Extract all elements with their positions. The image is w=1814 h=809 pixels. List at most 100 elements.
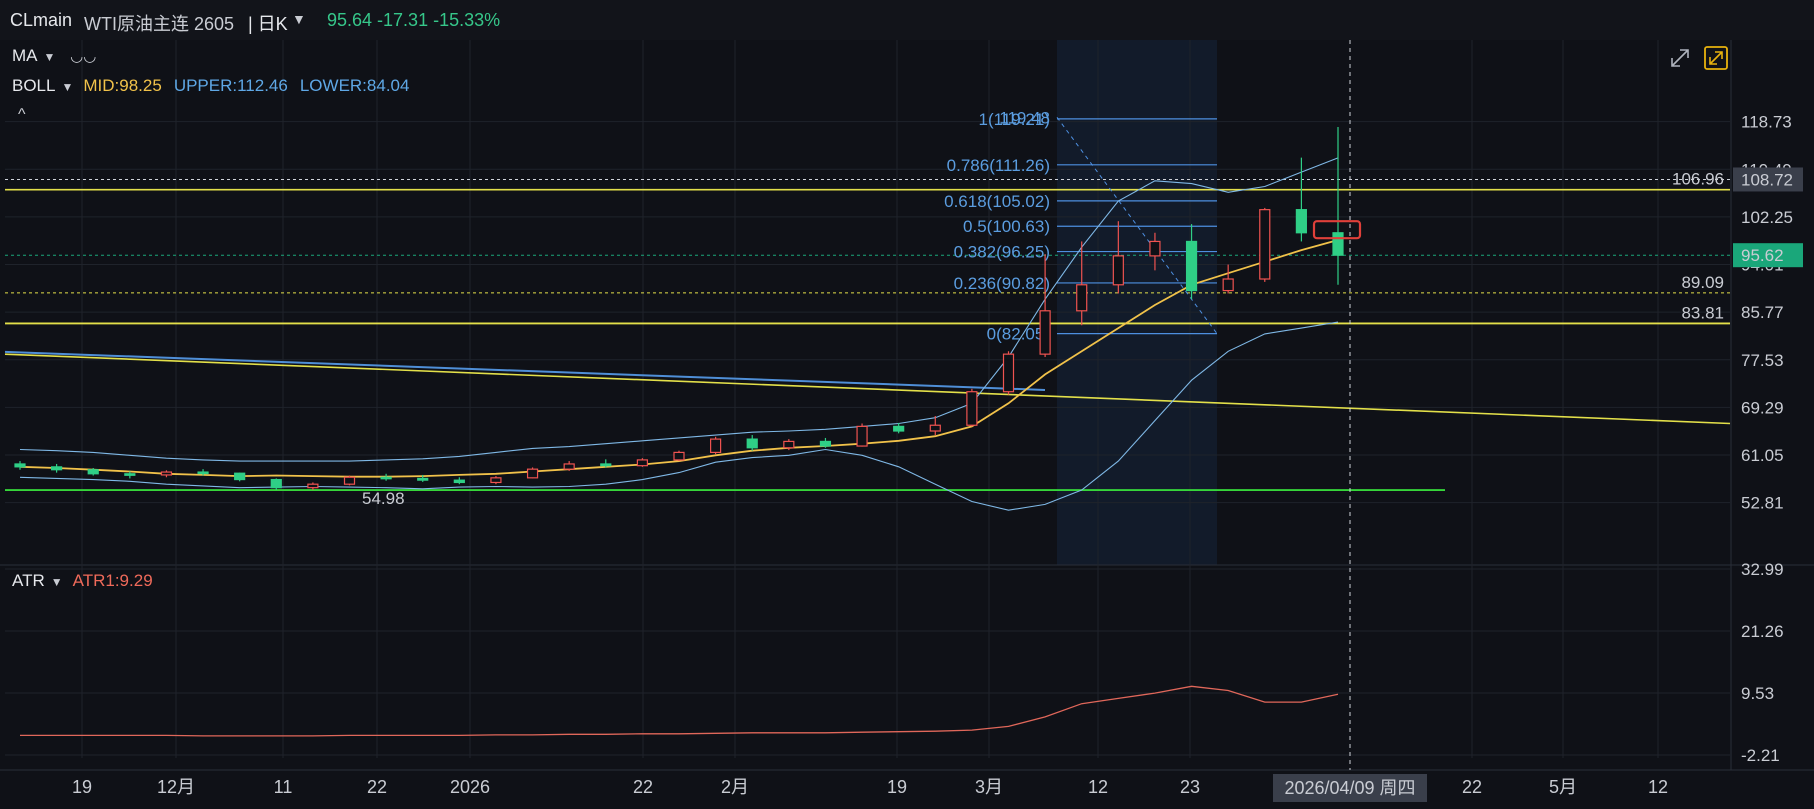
price-quote: 95.64 -17.31 -15.33% (327, 10, 501, 30)
last-price-label: 95.62 (1741, 246, 1784, 265)
candle-body (673, 451, 685, 461)
candle-body (1002, 353, 1015, 393)
instrument-name: WTI原油主连 2605 (84, 14, 235, 34)
eye-icon[interactable]: ◡◡ (70, 48, 97, 65)
collapse-up-icon[interactable]: ^ (18, 106, 26, 123)
ma-indicator[interactable]: MA ▼ ◡◡ (12, 46, 96, 66)
candle-body (710, 438, 722, 453)
boll-label: BOLL (12, 76, 56, 95)
boll-lower-value: LOWER:84.04 (299, 76, 410, 95)
candle-body (234, 472, 246, 481)
price-axis-tick: 52.81 (1741, 494, 1784, 513)
date-axis-tick: 22 (633, 777, 653, 797)
fib-level-label: 0.5(100.63) (963, 217, 1050, 236)
dropdown-caret-icon[interactable]: ▼ (61, 80, 74, 94)
fib-level-label: 1(119.21) (978, 110, 1050, 129)
expand-icon[interactable] (1668, 46, 1692, 70)
candle-body (1222, 278, 1234, 292)
level-price-label: 83.81 (1681, 303, 1724, 322)
candle-body (1149, 240, 1161, 257)
atr-line (20, 685, 1339, 737)
candle-body (197, 471, 209, 475)
candle-body (124, 473, 136, 476)
candle-body (1295, 209, 1307, 234)
atr-indicator[interactable]: ATR ▼ ATR1:9.29 (12, 571, 153, 591)
symbol-code[interactable]: CLmain (10, 10, 73, 30)
date-axis-tick: 22 (367, 777, 387, 797)
candle-body (783, 440, 795, 449)
date-axis-tick: 12月 (157, 777, 195, 797)
fib-level-label: 0.236(90.82) (954, 274, 1050, 293)
boll-lower-line (19, 321, 1339, 511)
boll-mid-value: MID:98.25 (83, 76, 162, 95)
dropdown-caret-icon[interactable]: ▼ (292, 11, 306, 27)
price-axis-tick: 85.77 (1741, 303, 1784, 322)
price-axis-tick: 61.05 (1741, 446, 1784, 465)
price-axis-tick: 69.29 (1741, 398, 1784, 417)
chart-background (0, 40, 1814, 809)
crosshair-date-tag (1273, 774, 1427, 802)
atr-value: ATR1:9.29 (72, 571, 153, 590)
candle-body (160, 471, 173, 476)
candle-body (1185, 240, 1198, 292)
atr-axis-tick: -2.21 (1741, 746, 1780, 765)
candle-body (490, 477, 502, 484)
candle-body (600, 463, 612, 467)
low-price-marker: 54.98 (362, 489, 405, 508)
candle-body (819, 440, 832, 447)
date-axis-tick: 2月 (721, 777, 749, 797)
candle-body (1259, 209, 1271, 280)
candle-body (746, 438, 758, 449)
candle-body (1112, 255, 1124, 286)
candle-body (526, 468, 539, 479)
trendline-yellow (4, 353, 1731, 425)
header-bar: CLmain WTI原油主连 2605 | 日K ▼ 95.64 -17.31 … (0, 0, 1814, 41)
candle-body (14, 463, 26, 468)
last-price-tag (1733, 243, 1803, 268)
price-axis-tick: 118.73 (1741, 113, 1792, 132)
ma-label: MA (12, 46, 38, 65)
candle-body (380, 476, 392, 480)
price-axis-tick: 77.53 (1741, 351, 1784, 370)
dropdown-caret-icon[interactable]: ▼ (50, 575, 63, 589)
highlight-box (1312, 220, 1362, 240)
atr-axis-tick: 9.53 (1741, 684, 1774, 703)
candle-body (307, 483, 319, 489)
boll-indicator[interactable]: BOLL ▼ MID:98.25 UPPER:112.46 LOWER:84.04 (12, 76, 409, 96)
crosshair-price-label: 108.72 (1741, 170, 1793, 189)
date-axis-tick: 12 (1088, 777, 1108, 797)
crosshair-date-label: 2026/04/09 周四 (1284, 778, 1415, 798)
candle-body (856, 425, 868, 447)
date-axis-tick: 5月 (1549, 777, 1577, 797)
candle-body (1076, 284, 1088, 312)
candle-body (87, 469, 99, 475)
trendline-blue (4, 350, 1046, 391)
candle-body (893, 425, 905, 432)
candle-body (51, 466, 63, 471)
boll-upper-value: UPPER:112.46 (173, 76, 288, 95)
fib-level-label: 0.382(96.25) (954, 243, 1050, 262)
date-axis-tick: 2026 (450, 777, 490, 797)
atr-label: ATR (12, 571, 45, 590)
level-price-label: 106.96 (1672, 170, 1724, 189)
candle-body (563, 463, 575, 470)
candle-body (636, 459, 648, 467)
candle-body (1332, 232, 1344, 256)
date-axis-tick: 11 (274, 777, 293, 797)
atr-axis-tick: 32.99 (1741, 560, 1784, 579)
date-axis-tick: 23 (1180, 777, 1200, 797)
price-axis-tick: 102.25 (1741, 208, 1793, 227)
dropdown-caret-icon[interactable]: ▼ (43, 50, 56, 64)
fib-level-label: 0.786(111.26) (947, 156, 1050, 175)
boll-upper-line (19, 157, 1339, 462)
date-axis-tick: 22 (1462, 777, 1482, 797)
fullscreen-icon[interactable] (1704, 46, 1728, 70)
timeframe-label[interactable]: | 日K (248, 14, 288, 34)
candle-body (1039, 310, 1051, 355)
candle-body (343, 476, 356, 485)
date-axis-tick: 19 (72, 777, 92, 797)
fib-level-label: 119.48 (999, 108, 1050, 127)
atr-axis-tick: 21.26 (1741, 622, 1784, 641)
date-axis-tick: 12 (1648, 777, 1668, 797)
